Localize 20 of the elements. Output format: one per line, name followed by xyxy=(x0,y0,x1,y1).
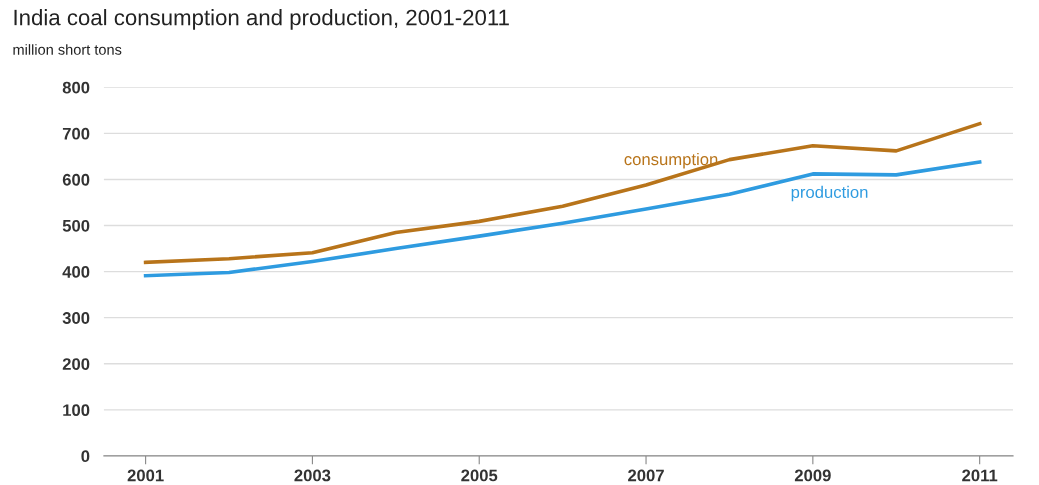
x-tick-label: 2009 xyxy=(794,469,831,482)
x-tick-label: 2003 xyxy=(294,469,331,482)
y-tick-label: 600 xyxy=(62,173,90,186)
y-tick-label: 800 xyxy=(62,81,90,94)
y-tick-label: 200 xyxy=(62,358,90,370)
y-tick-label: 500 xyxy=(62,219,90,232)
y-tick-label: 700 xyxy=(62,127,90,140)
series-label: consumption xyxy=(624,152,718,169)
x-tick-label: 2001 xyxy=(127,469,164,482)
line-series xyxy=(143,121,982,265)
chart-title: India coal consumption and production, 2001-2011 xyxy=(14,9,509,30)
series-label: production xyxy=(791,185,868,202)
y-tick-label: 400 xyxy=(62,266,90,278)
x-tick-label: 2011 xyxy=(962,469,998,482)
y-tick-label: 100 xyxy=(63,404,90,417)
y-tick-label: 300 xyxy=(62,312,90,324)
y-axis-title: million short tons xyxy=(13,44,122,55)
x-tick-label: 2007 xyxy=(628,469,664,482)
x-tick-label: 2005 xyxy=(461,469,498,482)
y-tick-label: 0 xyxy=(81,450,90,463)
